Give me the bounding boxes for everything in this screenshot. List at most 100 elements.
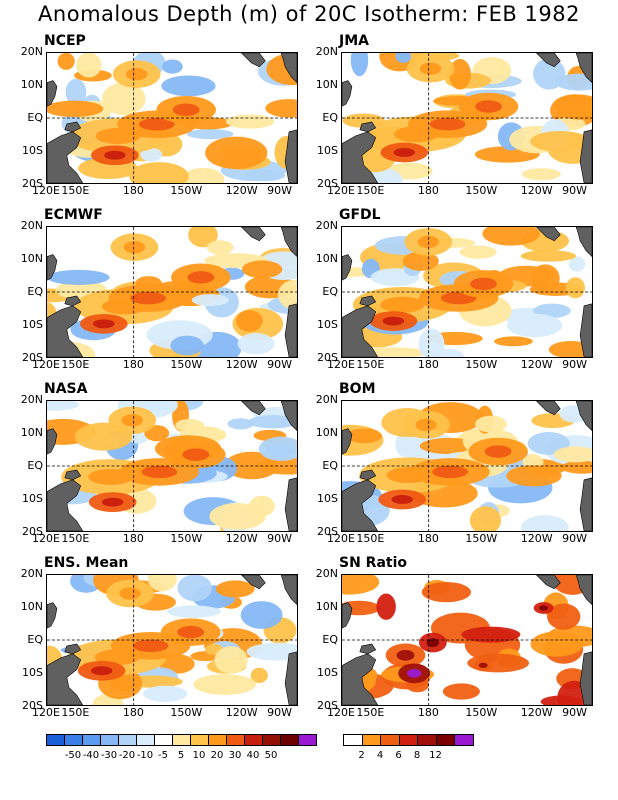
y-tick-label: 20N [20,567,43,580]
y-tick-label: 20N [315,393,338,406]
x-tick-label: 180 [417,706,439,719]
x-tick-label: 180 [417,532,439,545]
y-tick-label: 20N [20,219,43,232]
colorbar-swatch [361,734,381,746]
y-tick-label: 20S [22,525,43,538]
x-tick-label: 150E [356,358,385,371]
y-tick-label: 20S [317,177,338,190]
x-tick-label: 120E [327,532,355,545]
colorbar-swatch [244,734,263,746]
x-tick-label: 120E [327,358,355,371]
y-tick-label: EQ [27,285,43,298]
colorbar-label: -50 [64,750,82,761]
colorbar-swatch [208,734,227,746]
x-tick-label: 120E [32,706,60,719]
y-tick-label: EQ [322,633,338,646]
y-tick-label: 10N [20,426,43,439]
y-tick-label: 20N [315,567,338,580]
colorbar-swatch [435,734,455,746]
figure-title: Anomalous Depth (m) of 20C Isotherm: FEB… [38,2,580,26]
y-tick-label: 10N [20,252,43,265]
colorbar-label: -40 [82,750,100,761]
y-tick-label: 10S [317,318,338,331]
x-tick-label: 90W [562,358,587,371]
x-tick-label: 90W [267,184,292,197]
x-tick-label: 90W [267,532,292,545]
x-tick-label: 150W [465,532,498,545]
y-tick-label: 10N [315,78,338,91]
colorbar-label: 10 [192,750,206,761]
panel-title: ENS. Mean [44,555,129,571]
x-tick-label: 180 [417,184,439,197]
map-ens-mean [46,574,298,706]
x-tick-label: 90W [267,706,292,719]
x-tick-label: 150E [356,532,385,545]
y-tick-label: 20N [315,219,338,232]
y-tick-label: 20S [22,177,43,190]
colorbar-swatch [262,734,281,746]
y-tick-label: 10S [22,144,43,157]
map-bom [341,400,593,532]
colorbar-swatch [298,734,317,746]
colorbar-label: 50 [264,750,278,761]
y-tick-label: 20S [22,699,43,712]
colorbar-swatch [46,734,65,746]
colorbar-label: 40 [246,750,260,761]
y-tick-label: 10S [317,666,338,679]
colorbar-swatch [417,734,437,746]
map-ncep [46,52,298,184]
colorbar-swatch [100,734,119,746]
map-nasa [46,400,298,532]
x-tick-label: 150W [465,184,498,197]
panel-title: GFDL [339,207,381,223]
y-tick-label: 20S [317,525,338,538]
colorbar-swatch [82,734,101,746]
colorbar-label: -20 [118,750,136,761]
y-tick-label: 10S [22,492,43,505]
y-tick-label: 20N [20,45,43,58]
y-tick-label: 20N [20,393,43,406]
x-tick-label: 150W [170,532,203,545]
y-tick-label: EQ [322,285,338,298]
colorbar-swatch [226,734,245,746]
x-tick-label: 150W [465,358,498,371]
x-tick-label: 120W [520,184,553,197]
y-tick-label: 10N [20,78,43,91]
y-tick-label: 10S [317,492,338,505]
x-tick-label: 120W [225,532,258,545]
x-tick-label: 120W [225,358,258,371]
colorbar-label: 4 [376,750,384,761]
colorbar-label: -10 [136,750,154,761]
x-tick-label: 90W [562,532,587,545]
map-jma [341,52,593,184]
y-tick-label: 20S [22,351,43,364]
x-tick-label: 150W [465,706,498,719]
x-tick-label: 150E [61,532,90,545]
colorbar-swatch [172,734,191,746]
colorbar-swatch [280,734,299,746]
colorbar-swatch [454,734,474,746]
x-tick-label: 150E [61,184,90,197]
colorbar-label: 6 [395,750,402,761]
x-tick-label: 180 [122,706,144,719]
y-tick-label: 10N [315,600,338,613]
y-tick-label: 10S [317,144,338,157]
colorbar-label: 12 [429,750,442,761]
map-sn-ratio [341,574,593,706]
y-tick-label: 10N [20,600,43,613]
y-tick-label: 10S [22,318,43,331]
colorbar-swatch [64,734,83,746]
y-tick-label: 10N [315,426,338,439]
y-tick-label: 20N [315,45,338,58]
colorbar-swatch [118,734,137,746]
x-tick-label: 180 [417,358,439,371]
colorbar-label: -30 [100,750,118,761]
colorbar-swatch [190,734,209,746]
y-tick-label: EQ [27,459,43,472]
colorbar-label: -5 [158,750,168,761]
x-tick-label: 150E [61,706,90,719]
y-tick-label: EQ [322,111,338,124]
x-tick-label: 150W [170,184,203,197]
x-tick-label: 120E [32,184,60,197]
x-tick-label: 120E [327,184,355,197]
